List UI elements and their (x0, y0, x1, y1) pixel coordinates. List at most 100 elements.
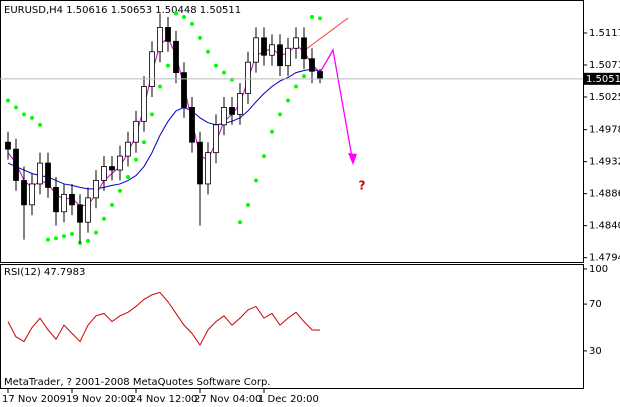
chart-title: EURUSD,H4 1.50616 1.50653 1.50448 1.5051… (4, 5, 241, 16)
series-line (7, 291, 321, 347)
y-tick-label: 1.51170 (589, 28, 620, 39)
candle-body (181, 72, 187, 108)
sar-dot (118, 188, 122, 193)
sar-dot (310, 14, 314, 19)
candle-body (109, 166, 115, 171)
y-tick-label: 1.47940 (589, 253, 620, 264)
y-tick-label: 1.50710 (589, 60, 620, 71)
y-tick-label: 1.48860 (589, 189, 620, 200)
sar-dot (110, 202, 114, 207)
y-tick-label: 30 (589, 346, 602, 357)
candle-body (301, 37, 307, 60)
sar-dot (206, 49, 210, 54)
sar-dot (158, 84, 162, 89)
sar-dot (22, 112, 26, 117)
candle-body (309, 58, 315, 72)
candle-body (173, 40, 179, 74)
candle-body (5, 141, 11, 150)
sar-dot (166, 63, 170, 68)
x-tick-label: 17 Nov 2009 (2, 394, 66, 405)
sar-dot (62, 234, 66, 239)
price-box (584, 72, 620, 85)
sar-dot (222, 70, 226, 75)
candle-body (101, 166, 107, 181)
sar-dot (318, 16, 322, 21)
candle-body (93, 180, 99, 199)
sar-dot (302, 74, 306, 79)
candle-body (141, 86, 147, 122)
candle-body (197, 141, 203, 185)
arrow-head (348, 153, 357, 165)
candle-body (53, 187, 59, 213)
candle-body (165, 27, 171, 42)
y-tick-label: 1.49780 (589, 125, 620, 136)
candle-body (293, 37, 299, 49)
candle-body (21, 180, 27, 206)
sar-dot (238, 220, 242, 225)
sar-dot (46, 237, 50, 242)
candle-body (125, 141, 131, 157)
sar-dot (214, 63, 218, 68)
candle-body (253, 37, 259, 63)
forecast-arrow (317, 48, 354, 164)
candle-body (157, 27, 163, 53)
sar-dot (286, 98, 290, 103)
candle-body (245, 61, 251, 94)
sar-dot (294, 84, 298, 89)
watermark: MetaTrader, ? 2001-2008 MetaQuotes Softw… (4, 377, 270, 388)
sar-dot (246, 202, 250, 207)
candle-body (61, 193, 67, 213)
sar-dot (174, 11, 178, 16)
candle-body (45, 162, 51, 188)
candle-body (237, 93, 243, 115)
sar-dot (30, 115, 34, 120)
candle-body (29, 183, 35, 206)
sar-dot (198, 35, 202, 40)
sar-dot (150, 112, 154, 117)
candle-body (69, 193, 75, 206)
candle-body (221, 107, 227, 126)
candle-body (85, 197, 91, 223)
sar-dot (182, 14, 186, 19)
rsi-pane (0, 264, 584, 389)
rsi-title: RSI(12) 47.7983 (4, 267, 85, 278)
sar-dot (278, 112, 282, 117)
sar-dot (94, 230, 98, 235)
candle-body (317, 71, 323, 80)
main-pane (0, 0, 584, 263)
sar-dot (142, 140, 146, 145)
y-tick-label: 1.50250 (589, 92, 620, 103)
sar-dot (190, 21, 194, 26)
sar-dot (14, 105, 18, 110)
price-label: 1.50511 (586, 74, 620, 85)
candle-body (213, 124, 219, 154)
series-line (7, 68, 321, 190)
trend-line (304, 17, 349, 51)
y-tick-label: 100 (589, 264, 608, 275)
candle-body (285, 47, 291, 67)
x-tick-label: 27 Nov 04:00 (194, 394, 261, 405)
annotation: ? (359, 179, 366, 193)
sar-dot (6, 98, 10, 103)
candle-body (149, 51, 155, 87)
sar-dot (70, 232, 74, 237)
sar-dot (54, 236, 58, 241)
sar-dot (126, 174, 130, 179)
series-line (7, 37, 321, 207)
sar-dot (86, 238, 90, 243)
sar-dot (254, 178, 258, 183)
y-tick-label: 1.49320 (589, 157, 620, 168)
candle-body (229, 107, 235, 115)
sar-dot (38, 122, 42, 127)
candle-body (269, 44, 275, 56)
candle-body (37, 162, 43, 185)
sar-dot (102, 216, 106, 221)
candle-body (205, 152, 211, 185)
candle-body (77, 204, 83, 223)
sar-dot (270, 129, 274, 134)
y-tick-label: 1.48400 (589, 221, 620, 232)
sar-dot (134, 157, 138, 162)
y-tick-label: 70 (589, 299, 602, 310)
candle-body (189, 107, 195, 143)
